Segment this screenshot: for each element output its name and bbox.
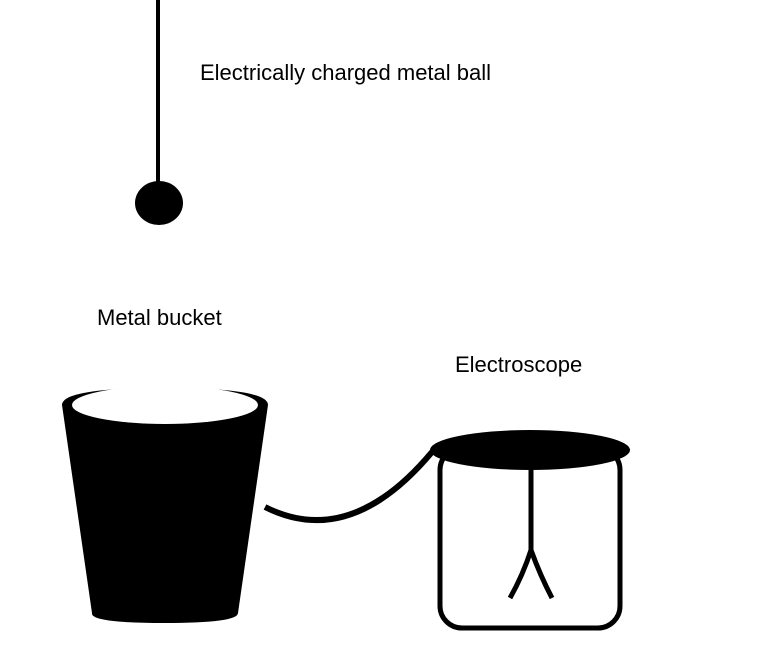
label-electroscope: Electroscope bbox=[455, 352, 582, 378]
bucket-opening bbox=[72, 386, 258, 424]
label-charged-ball: Electrically charged metal ball bbox=[200, 60, 491, 86]
connecting-wire bbox=[265, 452, 432, 520]
label-metal-bucket: Metal bucket bbox=[97, 305, 222, 331]
charged-ball bbox=[135, 181, 183, 225]
electroscope-cap bbox=[430, 430, 630, 470]
